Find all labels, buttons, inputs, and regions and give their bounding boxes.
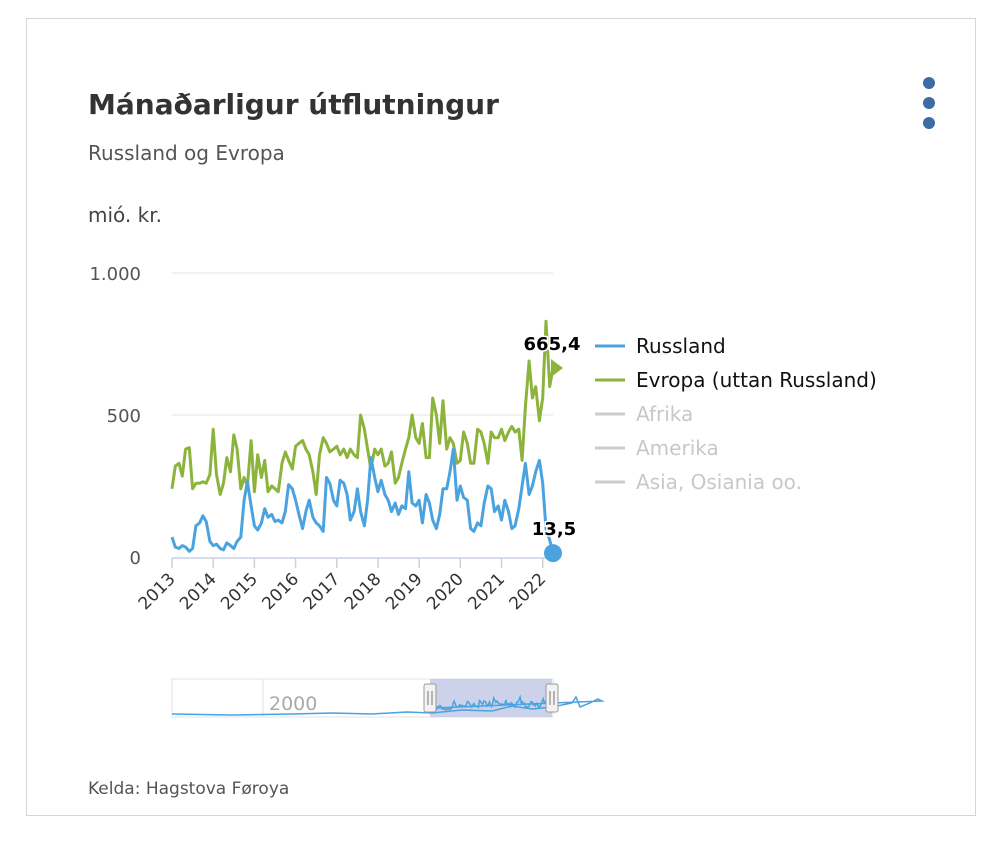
y-axis: 0 500 1.000	[89, 264, 141, 569]
chart-subtitle: Russland og Evropa	[88, 141, 285, 165]
series-line-russland[interactable]	[170, 447, 555, 554]
legend-item[interactable]: Asia, Osiania oo.	[595, 470, 802, 494]
x-tick-label: 2013	[135, 569, 180, 614]
x-tick-label: 2020	[423, 569, 468, 614]
evropa-end-label: 665,4	[524, 334, 581, 355]
x-tick-label: 2022	[506, 569, 551, 614]
x-tick-label: 2017	[300, 569, 345, 614]
y-tick-label: 0	[130, 548, 141, 569]
legend-item[interactable]: Russland	[595, 334, 726, 358]
x-tick-label: 2019	[382, 569, 427, 614]
russland-end-label: 13,5	[532, 519, 576, 540]
kebab-menu-icon[interactable]	[916, 74, 942, 134]
evropa-end-marker[interactable]	[551, 359, 563, 378]
y-tick-label: 500	[107, 406, 141, 427]
legend: Russland Evropa (uttan Russland) Afrika Ame…	[595, 334, 877, 494]
range-navigator[interactable]: 2000	[171, 678, 605, 718]
russland-end-marker[interactable]	[544, 544, 562, 563]
handle-body[interactable]	[423, 683, 437, 713]
legend-item[interactable]: Amerika	[595, 436, 719, 460]
y-axis-unit-label: mió. kr.	[88, 203, 162, 227]
x-tick-label: 2016	[258, 569, 303, 614]
series-layer	[170, 319, 563, 563]
x-tick-label: 2021	[464, 569, 509, 614]
navigator-handle-left[interactable]	[423, 683, 437, 713]
navigator-handle-right[interactable]	[545, 683, 559, 713]
legend-item[interactable]: Afrika	[595, 402, 693, 426]
chart-title: Mánaðarligur útflutningur	[88, 88, 499, 121]
x-tick-label: 2018	[341, 569, 386, 614]
legend-item[interactable]: Evropa (uttan Russland)	[595, 368, 877, 392]
source-credit: Kelda: Hagstova Føroya	[88, 779, 290, 799]
x-tick-label: 2014	[176, 569, 221, 614]
handle-body[interactable]	[545, 683, 559, 713]
navigator-tick-label: 2000	[269, 693, 317, 715]
menu-dot	[923, 97, 935, 109]
data-labels: 13,5 665,4	[522, 333, 582, 542]
legend-label[interactable]: Russland	[636, 334, 726, 358]
menu-dot	[923, 117, 935, 129]
y-tick-label: 1.000	[89, 264, 141, 285]
legend-label[interactable]: Amerika	[636, 436, 719, 460]
menu-dot	[923, 77, 935, 89]
series-line-evropa[interactable]	[170, 319, 555, 496]
x-tick-label: 2015	[217, 569, 262, 614]
legend-label[interactable]: Afrika	[636, 402, 693, 426]
legend-label[interactable]: Asia, Osiania oo.	[636, 470, 802, 494]
grid	[172, 272, 553, 416]
legend-label[interactable]: Evropa (uttan Russland)	[636, 368, 877, 392]
